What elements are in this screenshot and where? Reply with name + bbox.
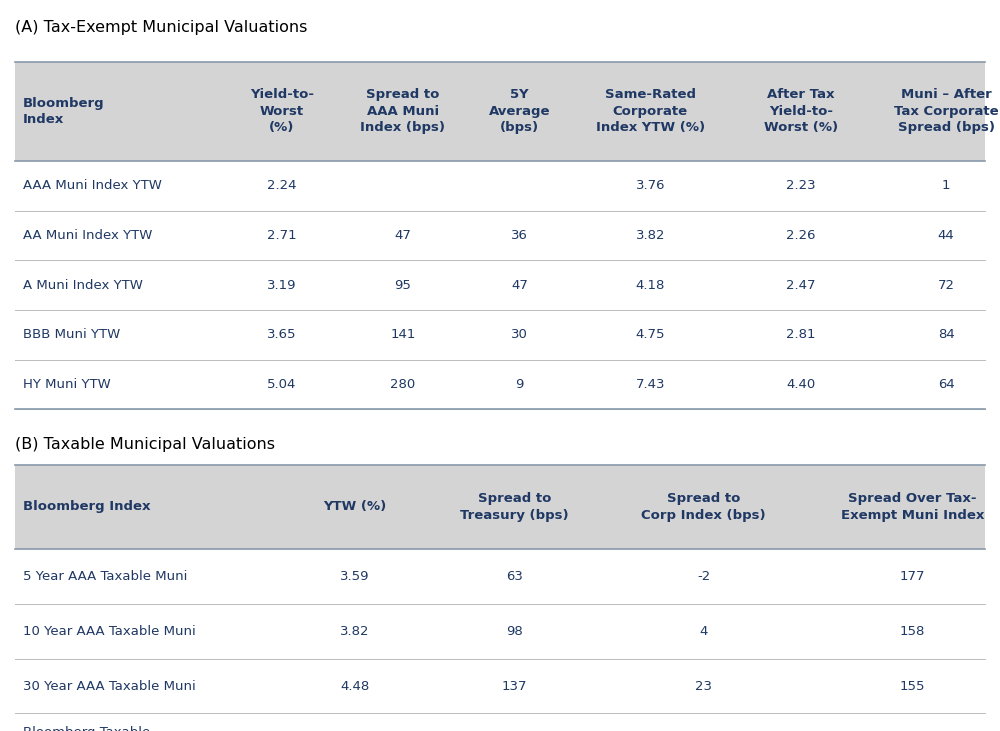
Bar [15,659,985,713]
Text: 1: 1 [942,179,950,192]
Text: 4.18: 4.18 [636,279,665,292]
Text: Spread to
Corp Index (bps): Spread to Corp Index (bps) [641,492,766,522]
Text: Spread to
AAA Muni
Index (bps): Spread to AAA Muni Index (bps) [360,88,446,135]
Text: Muni – After
Tax Corporate
Spread (bps): Muni – After Tax Corporate Spread (bps) [894,88,999,135]
Bar [15,260,985,310]
Text: 5 Year AAA Taxable Muni: 5 Year AAA Taxable Muni [23,570,187,583]
Text: Bloomberg Index: Bloomberg Index [23,501,150,513]
Text: 158: 158 [900,625,925,637]
Text: 9: 9 [515,378,524,391]
Text: YTW (%): YTW (%) [323,501,386,513]
Text: Spread to
Treasury (bps): Spread to Treasury (bps) [460,492,569,522]
Bar [15,713,985,731]
Text: 5.04: 5.04 [267,378,296,391]
Text: 3.76: 3.76 [636,179,665,192]
Bar [15,310,985,360]
Text: 4: 4 [700,625,708,637]
Text: 4.48: 4.48 [340,680,369,692]
Text: (A) Tax-Exempt Municipal Valuations: (A) Tax-Exempt Municipal Valuations [15,20,307,36]
Text: 3.65: 3.65 [267,328,296,341]
Text: Same-Rated
Corporate
Index YTW (%): Same-Rated Corporate Index YTW (%) [596,88,705,135]
Text: AA Muni Index YTW: AA Muni Index YTW [23,229,152,242]
Text: 4.75: 4.75 [636,328,665,341]
Text: 36: 36 [511,229,528,242]
Text: Bloomberg
Index: Bloomberg Index [23,96,105,126]
Text: AAA Muni Index YTW: AAA Muni Index YTW [23,179,162,192]
Text: Spread Over Tax-
Exempt Muni Index: Spread Over Tax- Exempt Muni Index [841,492,984,522]
Text: After Tax
Yield-to-
Worst (%): After Tax Yield-to- Worst (%) [764,88,838,135]
Text: 3.59: 3.59 [340,570,369,583]
Text: 3.82: 3.82 [340,625,369,637]
Bar [15,360,985,409]
Text: 63: 63 [506,570,523,583]
Text: 98: 98 [506,625,523,637]
Text: 64: 64 [938,378,955,391]
Text: 2.47: 2.47 [786,279,815,292]
Text: 47: 47 [511,279,528,292]
Bar [15,465,985,549]
Text: Bloomberg Taxable
Muni Index: Bloomberg Taxable Muni Index [23,726,150,731]
Text: 2.26: 2.26 [786,229,815,242]
Text: 3.19: 3.19 [267,279,296,292]
Text: 177: 177 [900,570,925,583]
Text: 2.71: 2.71 [267,229,297,242]
Text: 155: 155 [900,680,925,692]
Bar [15,161,985,211]
Text: 2.24: 2.24 [267,179,296,192]
Text: 4.40: 4.40 [786,378,815,391]
Bar [15,211,985,260]
Text: 10 Year AAA Taxable Muni: 10 Year AAA Taxable Muni [23,625,196,637]
Text: 44: 44 [938,229,955,242]
Text: BBB Muni YTW: BBB Muni YTW [23,328,120,341]
Text: 30 Year AAA Taxable Muni: 30 Year AAA Taxable Muni [23,680,196,692]
Bar [15,62,985,161]
Text: A Muni Index YTW: A Muni Index YTW [23,279,143,292]
Text: (B) Taxable Municipal Valuations: (B) Taxable Municipal Valuations [15,437,275,452]
Text: 72: 72 [938,279,955,292]
Text: 141: 141 [390,328,416,341]
Text: 137: 137 [502,680,527,692]
Text: 47: 47 [395,229,411,242]
Text: 2.81: 2.81 [786,328,815,341]
Text: -2: -2 [697,570,710,583]
Text: 30: 30 [511,328,528,341]
Text: 95: 95 [395,279,411,292]
Text: 3.82: 3.82 [636,229,665,242]
Bar [15,549,985,604]
Bar [15,604,985,659]
Text: 280: 280 [390,378,416,391]
Text: HY Muni YTW: HY Muni YTW [23,378,111,391]
Text: 84: 84 [938,328,955,341]
Text: 2.23: 2.23 [786,179,816,192]
Text: Yield-to-
Worst
(%): Yield-to- Worst (%) [250,88,314,135]
Text: 7.43: 7.43 [636,378,665,391]
Text: 23: 23 [695,680,712,692]
Text: 5Y
Average
(bps): 5Y Average (bps) [489,88,550,135]
